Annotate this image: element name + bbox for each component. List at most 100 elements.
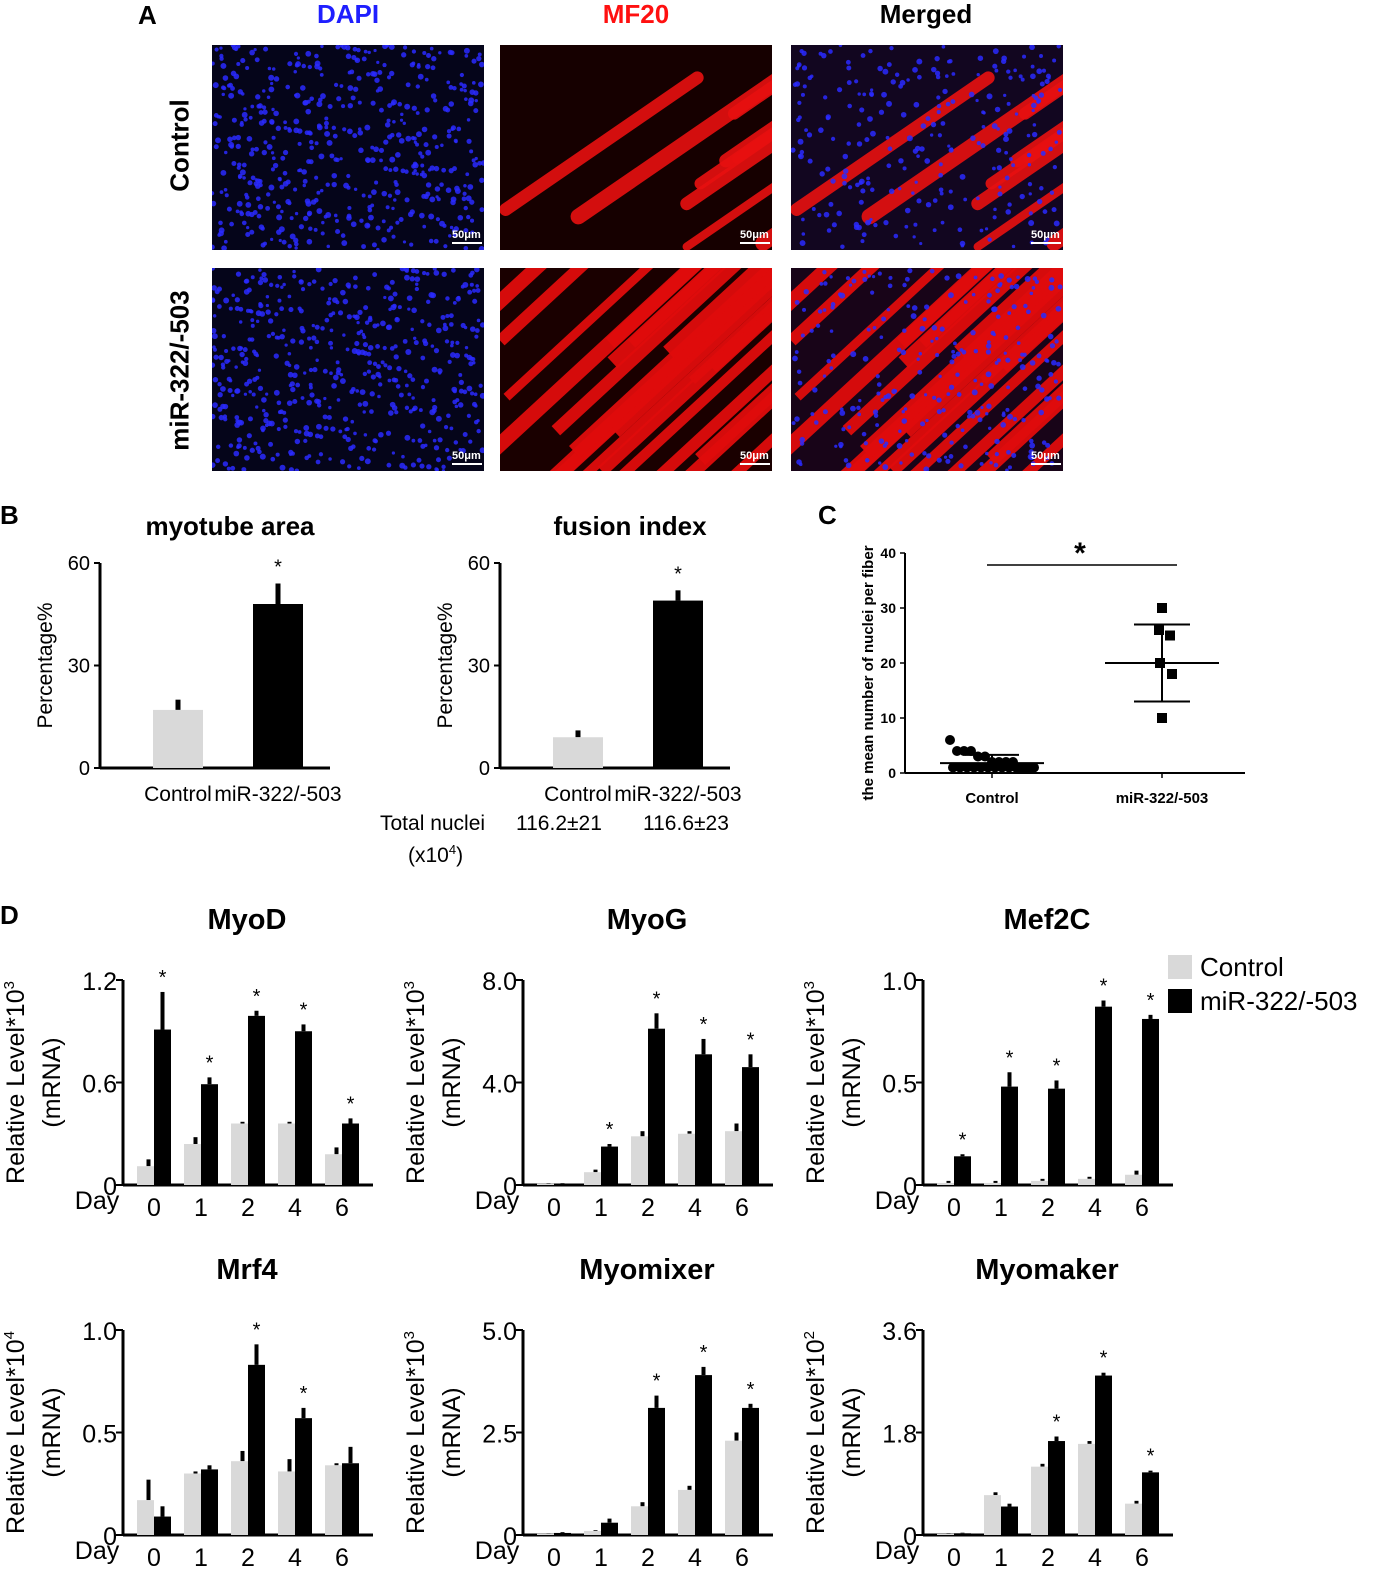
nucleus-mark — [1005, 407, 1010, 412]
nucleus-mark — [359, 329, 364, 334]
nucleus-mark — [886, 307, 891, 312]
nucleus-mark — [912, 66, 918, 73]
nucleus-mark — [340, 233, 346, 238]
row-header-control: Control — [164, 99, 195, 192]
nucleus-mark — [397, 101, 403, 107]
nucleus-mark — [449, 352, 456, 358]
x-tick-label: miR-322/-503 — [1116, 790, 1209, 807]
nucleus-mark — [246, 226, 250, 230]
nucleus-mark — [399, 268, 406, 272]
nucleus-mark — [883, 394, 888, 400]
nucleus-mark — [468, 272, 474, 278]
nucleus-mark — [350, 221, 357, 228]
nucleus-mark — [389, 70, 395, 77]
nucleus-mark — [801, 50, 807, 56]
nucleus-mark — [823, 211, 830, 218]
nucleus-mark — [431, 56, 437, 62]
y-tick-label: 0 — [103, 1523, 117, 1551]
nucleus-mark — [461, 196, 467, 202]
significance-star: * — [674, 563, 682, 585]
nucleus-mark — [342, 416, 349, 422]
nucleus-mark — [951, 349, 956, 354]
nucleus-mark — [263, 46, 269, 52]
nucleus-mark — [265, 309, 271, 315]
nucleus-mark — [466, 118, 471, 122]
nucleus-mark — [826, 228, 832, 233]
column-header-dapi: DAPI — [316, 0, 380, 29]
nucleus-mark — [890, 79, 896, 85]
nucleus-mark — [303, 438, 308, 443]
nucleus-mark — [958, 463, 964, 469]
nucleus-mark — [877, 271, 882, 276]
nucleus-mark — [828, 49, 833, 54]
nucleus-mark — [294, 438, 301, 445]
nucleus-mark — [932, 228, 937, 233]
nucleus-mark — [442, 325, 449, 332]
nucleus-mark — [244, 455, 250, 461]
nucleus-mark — [297, 141, 302, 146]
nucleus-mark — [267, 66, 272, 71]
nucleus-mark — [278, 226, 285, 233]
nucleus-mark — [898, 158, 904, 164]
nucleus-mark — [1049, 343, 1056, 349]
nucleus-mark — [403, 465, 408, 470]
nucleus-mark — [994, 452, 999, 457]
nucleus-mark — [222, 86, 227, 91]
y-tick-label: 30 — [880, 600, 896, 616]
nucleus-mark — [328, 457, 332, 461]
y-tick-label: 0.6 — [82, 1071, 117, 1099]
nucleus-mark — [472, 361, 476, 365]
nucleus-mark — [829, 329, 834, 333]
nucleus-mark — [269, 118, 275, 125]
nucleus-mark — [395, 384, 401, 389]
nucleus-mark — [984, 227, 989, 231]
nucleus-mark — [283, 126, 288, 130]
nucleus-mark — [404, 274, 410, 281]
nucleus-mark — [462, 281, 469, 288]
nucleus-mark — [1023, 303, 1028, 309]
nucleus-mark — [1011, 304, 1017, 310]
nucleus-mark — [347, 205, 352, 211]
nucleus-mark — [259, 276, 264, 281]
nucleus-mark — [363, 433, 368, 437]
nucleus-mark — [904, 276, 910, 282]
nucleus-mark — [376, 60, 380, 64]
nucleus-mark — [241, 162, 247, 168]
nucleus-mark — [479, 61, 484, 68]
nucleus-mark — [975, 98, 979, 103]
nucleus-mark — [956, 392, 962, 397]
nucleus-mark — [948, 384, 955, 390]
nucleus-mark — [1031, 93, 1036, 98]
nucleus-mark — [463, 228, 469, 234]
nucleus-mark — [333, 82, 339, 88]
nucleus-mark — [1049, 190, 1055, 195]
nucleus-mark — [293, 70, 297, 74]
nucleus-mark — [471, 158, 476, 163]
y-tick-label: 40 — [880, 545, 896, 561]
nucleus-mark — [273, 76, 280, 82]
nucleus-mark — [234, 415, 240, 420]
nucleus-mark — [345, 436, 351, 443]
nucleus-mark — [213, 144, 219, 150]
nucleus-mark — [321, 220, 325, 225]
nucleus-mark — [303, 424, 310, 431]
nucleus-mark — [1056, 395, 1062, 401]
nucleus-mark — [219, 190, 224, 194]
nucleus-mark — [314, 398, 320, 404]
nucleus-mark — [1029, 442, 1036, 449]
nucleus-mark — [212, 413, 216, 420]
nucleus-mark — [301, 63, 307, 69]
nucleus-mark — [919, 146, 925, 152]
nucleus-mark — [306, 238, 313, 245]
nucleus-mark — [389, 132, 395, 138]
nucleus-mark — [309, 345, 313, 350]
nucleus-mark — [1006, 101, 1011, 106]
nucleus-mark — [865, 180, 871, 186]
nucleus-mark — [219, 53, 224, 58]
y-axis-label: Relative Level*104 — [1, 1331, 30, 1534]
nucleus-mark — [298, 339, 305, 345]
nucleus-mark — [938, 187, 944, 193]
x-tick-label: 4 — [288, 1194, 302, 1222]
significance-star: * — [253, 986, 261, 1008]
nucleus-mark — [1028, 220, 1035, 226]
